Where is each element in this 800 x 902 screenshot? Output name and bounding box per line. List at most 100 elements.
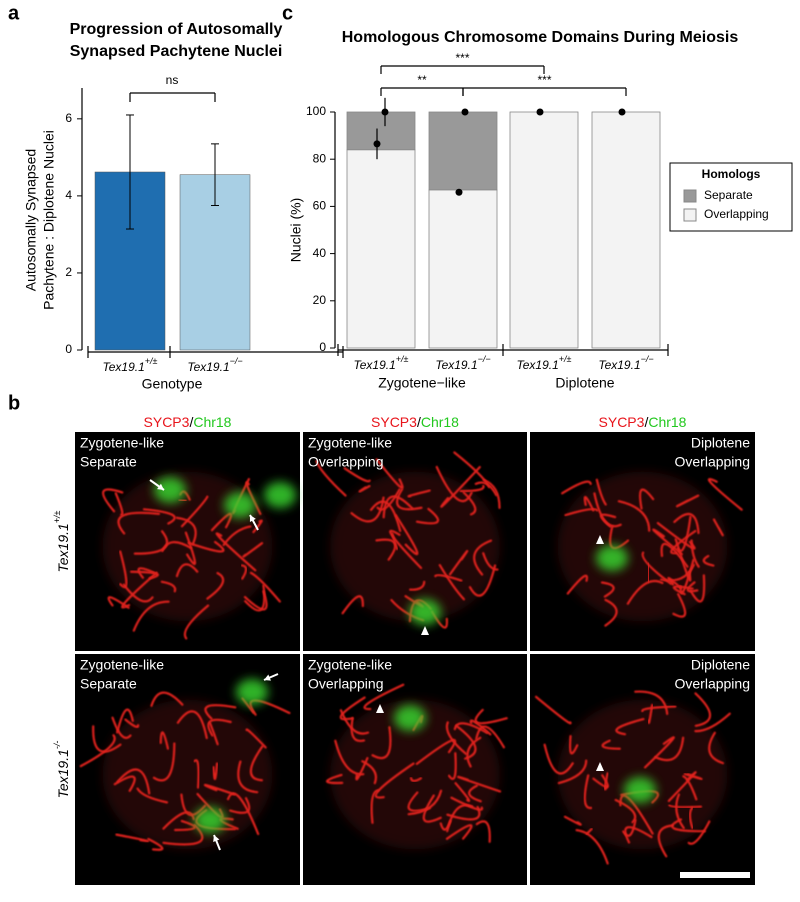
chromosome-axis xyxy=(116,768,151,795)
chr18-signal xyxy=(224,492,256,518)
stain-slash: / xyxy=(417,414,421,430)
chromosome-axis xyxy=(243,590,268,611)
genotype-superscript: +/± xyxy=(396,354,409,364)
bar-segment xyxy=(591,111,661,349)
chromosome-axis xyxy=(686,581,699,593)
chromosome-axis xyxy=(382,495,414,519)
chromosome-axis xyxy=(111,716,132,739)
chromosome-axis xyxy=(133,530,169,555)
chromosome-axis xyxy=(249,571,281,603)
chromosome-axis xyxy=(136,787,169,804)
chromosome-axis xyxy=(422,794,442,823)
condition-label: Diplotene xyxy=(691,657,750,673)
chromosome-axis xyxy=(245,481,262,515)
gene-name: Tex19.1 xyxy=(517,358,559,372)
chromosome-axis xyxy=(206,571,225,600)
y-axis-label: Nuclei (%) xyxy=(288,198,304,263)
chromosome-axis xyxy=(466,736,482,768)
chromosome-axis xyxy=(92,725,122,753)
chromosome-axis xyxy=(660,542,689,568)
chromosome-axis xyxy=(113,775,136,792)
chromosome-axis xyxy=(124,718,140,729)
chromosome-axis xyxy=(121,571,158,609)
replicate-dot xyxy=(461,108,469,116)
x-axis-label: Genotype xyxy=(142,376,203,392)
chromosome-axis xyxy=(174,819,196,832)
chromosome-axis xyxy=(375,458,404,489)
chromosome-axis xyxy=(370,789,380,824)
legend-swatch xyxy=(683,189,697,203)
micrograph: Zygotene-like Separate xyxy=(75,654,300,885)
chromosome-axis xyxy=(175,516,197,546)
chromosome-axis xyxy=(712,518,724,537)
chromosome-axis xyxy=(673,512,700,535)
chromosome-axis xyxy=(180,495,209,528)
chromosome-axis xyxy=(114,492,124,516)
chromosome-axis xyxy=(407,789,443,816)
chromosome-axis xyxy=(152,742,176,782)
chromosome-axis xyxy=(212,762,219,781)
replicate-dot xyxy=(618,108,626,116)
genotype-label: Tex19.1−/− xyxy=(187,356,242,374)
genotype-label: Tex19.1+/± xyxy=(103,356,158,374)
chromosome-axis xyxy=(117,511,160,535)
genotype-label: Tex19.1+/± xyxy=(517,354,572,372)
chromosome-axis xyxy=(647,562,650,583)
condition-label: Overlapping xyxy=(675,676,751,692)
chromosome-axis xyxy=(690,539,700,568)
micrograph: Diplotene Overlapping xyxy=(530,654,755,885)
chromosome-axis xyxy=(689,574,706,603)
chromosome-axis xyxy=(184,531,197,566)
chromosome-axis xyxy=(459,484,485,493)
chromosome-axis xyxy=(702,554,715,567)
arrowhead-marker xyxy=(421,626,429,635)
chromosome-axis xyxy=(614,798,637,824)
chromosome-axis xyxy=(603,772,609,791)
group-label: Zygotene−like xyxy=(378,375,466,391)
significance-label: *** xyxy=(537,73,551,87)
chromosome-axis xyxy=(682,775,698,801)
condition-label: Separate xyxy=(80,676,137,692)
chromosome-axis xyxy=(617,500,651,532)
chromosome-axis xyxy=(339,709,370,735)
condition-label: Zygotene-like xyxy=(80,435,164,451)
stain-chr18: Chr18 xyxy=(421,414,459,430)
legend-label: Separate xyxy=(704,188,753,202)
bar-segment xyxy=(428,111,498,191)
chromosome-axis xyxy=(601,739,621,750)
chromosome-axis xyxy=(468,564,497,597)
chromosome-axis xyxy=(150,691,184,707)
chromosome-axis xyxy=(159,731,170,750)
chromosome-axis xyxy=(638,488,655,510)
stain-sycp3: SYCP3 xyxy=(371,414,417,430)
chr18-signal xyxy=(596,545,628,571)
chromosome-axis xyxy=(396,488,423,511)
y-tick-label: 100 xyxy=(306,104,326,118)
chr18-signal xyxy=(409,599,441,625)
chromosome-axis xyxy=(676,494,700,508)
gene-name: Tex19.1 xyxy=(354,358,396,372)
chromosome-axis xyxy=(122,583,154,603)
chromosome-axis xyxy=(585,827,593,835)
condition-label: Zygotene-like xyxy=(80,657,164,673)
stain-chr18: Chr18 xyxy=(193,414,231,430)
chromosome-axis xyxy=(672,593,687,618)
chromosome-axis xyxy=(415,738,456,765)
chart-title: Synapsed Pachytene Nuclei xyxy=(70,43,283,60)
chromosome-axis xyxy=(675,793,685,830)
chromosome-axis xyxy=(409,776,423,783)
micrograph: Zygotene-like Overlapping xyxy=(303,432,527,651)
chromosome-axis xyxy=(543,743,574,775)
chromosome-axis xyxy=(409,580,426,591)
genotype-label: Tex19.1-/- xyxy=(52,741,70,799)
y-tick-label: 20 xyxy=(313,293,327,307)
chromosome-axis xyxy=(475,820,491,843)
chromosome-axis xyxy=(147,837,164,851)
chromosome-axis xyxy=(102,488,124,513)
chromosome-axis xyxy=(615,717,645,736)
chromosome-axis xyxy=(325,773,344,785)
chr18-signal xyxy=(154,477,186,503)
bar-segment xyxy=(346,149,416,349)
chromosome-axis xyxy=(376,488,401,511)
genotype-superscript: +/± xyxy=(559,354,572,364)
